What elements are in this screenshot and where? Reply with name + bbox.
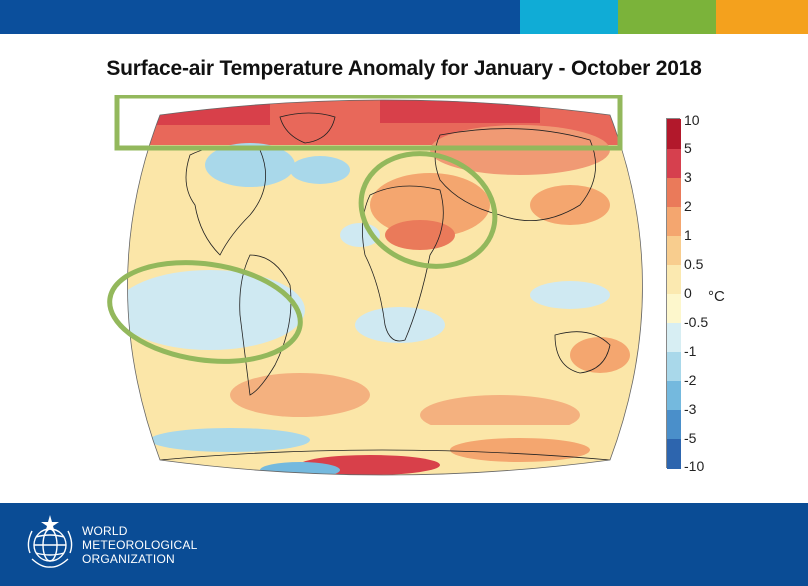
wmo-wordmark: WORLD METEOROLOGICAL ORGANIZATION <box>82 524 198 566</box>
legend-label: -3 <box>684 401 697 417</box>
europe-middle-east-highlight-ellipse <box>358 151 498 269</box>
legend-swatch <box>667 410 681 439</box>
legend-label: -2 <box>684 372 697 388</box>
legend-label: -5 <box>684 430 697 446</box>
legend-label: -0.5 <box>684 314 709 330</box>
legend-label: -1 <box>684 343 697 359</box>
arctic-highlight-rectangle <box>114 93 623 151</box>
legend-swatch <box>667 294 681 323</box>
globe-outline <box>127 99 643 476</box>
legend-label: 3 <box>684 169 692 185</box>
map-svg <box>107 93 643 476</box>
page-title: Surface-air Temperature Anomaly for Janu… <box>106 57 702 80</box>
legend-swatch <box>667 439 681 469</box>
legend-label: 10 <box>684 112 700 128</box>
legend-swatch <box>667 265 681 294</box>
footer-bar <box>0 503 808 586</box>
legend-swatch <box>667 119 681 149</box>
map-fill <box>127 100 643 475</box>
header-band-blue <box>0 0 520 34</box>
wmo-emblem-icon <box>27 515 73 568</box>
legend-swatch <box>667 323 681 352</box>
legend-label: 0 <box>684 285 692 301</box>
legend-swatch <box>667 178 681 207</box>
org-name-line2: METEOROLOGICAL <box>82 538 198 552</box>
header-color-bands <box>0 0 808 34</box>
color-legend: 10 5 3 2 1 0.5 0 -0.5 -1 -2 -3 -5 -10 <box>666 112 786 474</box>
org-name-line1: WORLD <box>82 524 128 538</box>
legend-label: 2 <box>684 198 692 214</box>
header-band-cyan <box>520 0 618 34</box>
legend-swatch <box>667 352 681 381</box>
header-band-orange <box>716 0 808 34</box>
legend-label: 0.5 <box>684 256 704 272</box>
east-pacific-highlight-ellipse <box>107 260 303 364</box>
legend-swatch <box>667 236 681 265</box>
legend-swatch <box>667 207 681 236</box>
legend-unit: °C <box>708 288 725 305</box>
legend-label: 5 <box>684 140 692 156</box>
org-name-line3: ORGANIZATION <box>82 552 175 566</box>
legend-swatch <box>667 381 681 410</box>
legend-swatch <box>667 149 681 178</box>
legend-label: -10 <box>684 458 705 474</box>
header-band-green <box>618 0 716 34</box>
legend-colorbar <box>666 118 681 469</box>
temperature-anomaly-map <box>100 93 670 480</box>
legend-label: 1 <box>684 227 692 243</box>
